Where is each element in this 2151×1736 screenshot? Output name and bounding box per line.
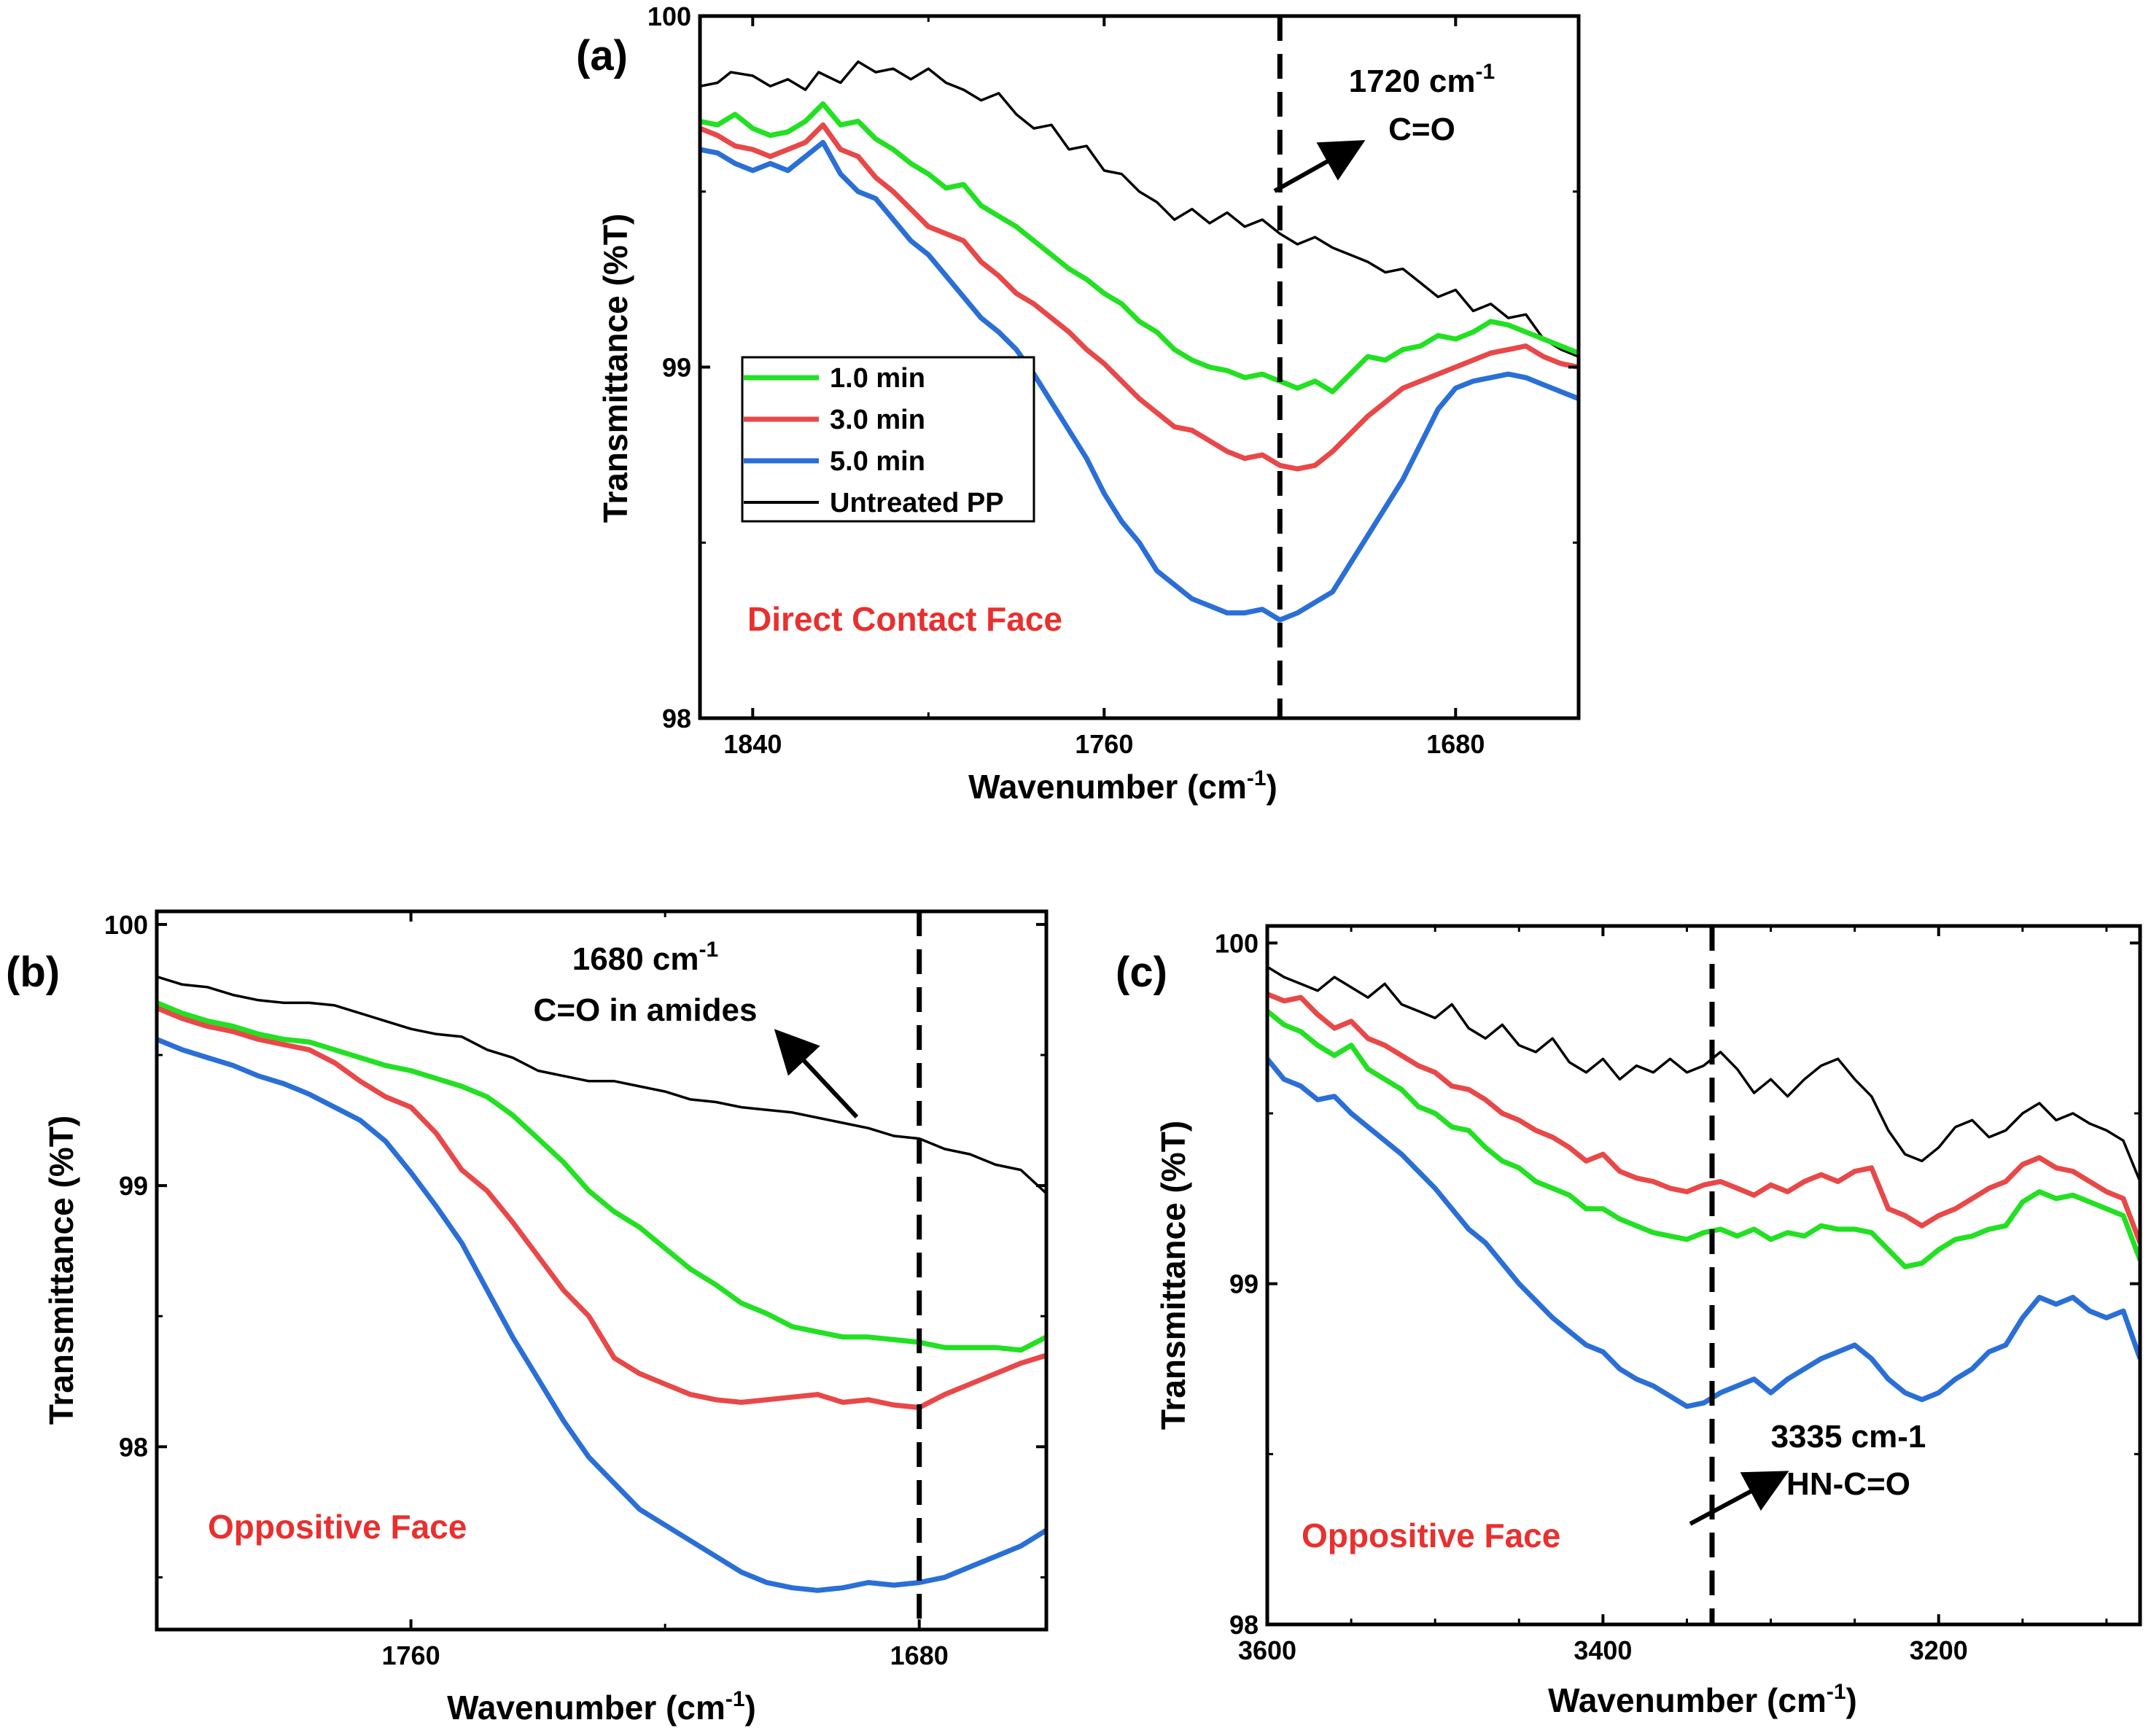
x-axis-title-main-b: Wavenumber (cm: [447, 1689, 726, 1727]
annotation-line1-main-b: 1680 cm: [572, 941, 699, 977]
x-axis-title-main-c: Wavenumber (cm: [1548, 1681, 1827, 1719]
y-tick-label-b-2: 100: [104, 910, 148, 940]
x-axis-title-main-a: Wavenumber (cm: [968, 768, 1247, 806]
panel-c-chart: 3600 3400 3200 98 99 100 Wavenumber (cm-1) Tran…: [1116, 924, 2142, 1719]
x-tick-label-a-1: 1760: [1075, 729, 1133, 759]
series-line-a-3-0-min: [700, 122, 1579, 472]
x-tick-label-a-2: 1680: [1426, 729, 1485, 759]
x-axis-title-sup-c: -1: [1827, 1680, 1846, 1704]
y-axis-title-a: Transmittance (%T): [596, 214, 634, 523]
annotation-arrow-a: [1273, 140, 1366, 193]
panel-label-c: (c): [1116, 949, 1167, 996]
x-tick-label-b-1: 1680: [890, 1640, 949, 1670]
series-line-b-3-0-min: [157, 1005, 1046, 1410]
annotation-line2-b: C=O in amides: [534, 992, 758, 1028]
annotation-arrow-b: [774, 1029, 859, 1119]
annotation-line1-main-a: 1720 cm: [1349, 63, 1476, 99]
annotation-line1-sup-b: -1: [699, 938, 719, 962]
x-axis-title-b: Wavenumber (cm-1): [447, 1687, 756, 1727]
x-tick-label-c-0: 3600: [1238, 1635, 1296, 1665]
legend-label-a-1: 3.0 min: [830, 405, 925, 435]
y-tick-label-a-0: 98: [662, 704, 691, 733]
x-axis-title-sup-a: -1: [1247, 766, 1267, 790]
legend-label-a-3: Untreated PP: [830, 488, 1004, 518]
series-line-c-3-0-min: [1267, 992, 2140, 1244]
annotation-line1-c: 3335 cm-1: [1771, 1419, 1926, 1455]
annotation-line1-b: 1680 cm-1: [572, 938, 718, 977]
y-tick-label-c-2: 100: [1215, 928, 1259, 958]
legend-label-a-2: 5.0 min: [830, 446, 925, 477]
x-tick-label-c-2: 3200: [1910, 1635, 1968, 1665]
annotation-line1-sup-a: -1: [1476, 60, 1495, 84]
series-line-b-1-0-min: [157, 1000, 1046, 1353]
y-tick-label-b-1: 99: [119, 1171, 148, 1201]
panel-label-b: (b): [6, 949, 60, 996]
series-line-c-untreated-pp: [1267, 965, 2140, 1183]
annotation-arrow-c: [1689, 1471, 1789, 1526]
series-line-b-untreated-pp: [157, 975, 1046, 1195]
plot-frame-c: [1265, 924, 2142, 1627]
y-axis-title-c: Transmittance (%T): [1154, 1121, 1192, 1430]
annotation-line2-c: HN-C=O: [1786, 1466, 1910, 1502]
x-axis-title-tail-a: ): [1267, 768, 1277, 806]
annotation-line1-a: 1720 cm-1: [1349, 60, 1495, 99]
y-tick-label-b-0: 98: [119, 1432, 148, 1462]
legend-a: 1.0 min 3.0 min 5.0 min Untreated PP: [741, 356, 1035, 523]
y-tick-label-a-2: 100: [647, 1, 691, 31]
y-axis-title-b: Transmittance (%T): [42, 1116, 80, 1425]
panel-label-a: (a): [576, 32, 628, 79]
face-label-c: Oppositive Face: [1302, 1517, 1560, 1554]
y-tick-label-a-1: 99: [662, 353, 691, 383]
plot-frame-b: [155, 909, 1049, 1632]
x-axis-title-c: Wavenumber (cm-1): [1548, 1680, 1857, 1719]
x-tick-label-b-0: 1760: [382, 1640, 440, 1670]
series-line-a-untreated-pp: [700, 60, 1579, 358]
x-tick-label-a-0: 1840: [723, 729, 782, 759]
x-axis-title-sup-b: -1: [726, 1687, 745, 1711]
y-tick-label-c-0: 98: [1229, 1610, 1259, 1640]
x-axis-title-a: Wavenumber (cm-1): [968, 766, 1277, 806]
annotation-line1-main-c: 3335 cm-1: [1771, 1419, 1926, 1455]
face-label-a: Direct Contact Face: [747, 600, 1062, 638]
series-line-c-5-0-min: [1267, 1057, 2140, 1409]
x-axis-title-tail-c: ): [1846, 1681, 1857, 1719]
legend-label-a-0: 1.0 min: [830, 363, 925, 394]
annotation-line2-a: C=O: [1388, 112, 1455, 147]
x-axis-title-tail-b: ): [745, 1689, 756, 1727]
x-tick-label-c-1: 3400: [1574, 1635, 1632, 1665]
y-tick-label-c-1: 99: [1229, 1269, 1259, 1299]
series-line-a-1-0-min: [700, 101, 1579, 394]
series-line-b-5-0-min: [157, 1037, 1046, 1593]
series-line-a-5-0-min: [700, 139, 1579, 623]
face-label-b: Oppositive Face: [208, 1508, 467, 1546]
series-line-c-1-0-min: [1267, 1009, 2140, 1269]
legend-box-a: [741, 356, 1035, 523]
